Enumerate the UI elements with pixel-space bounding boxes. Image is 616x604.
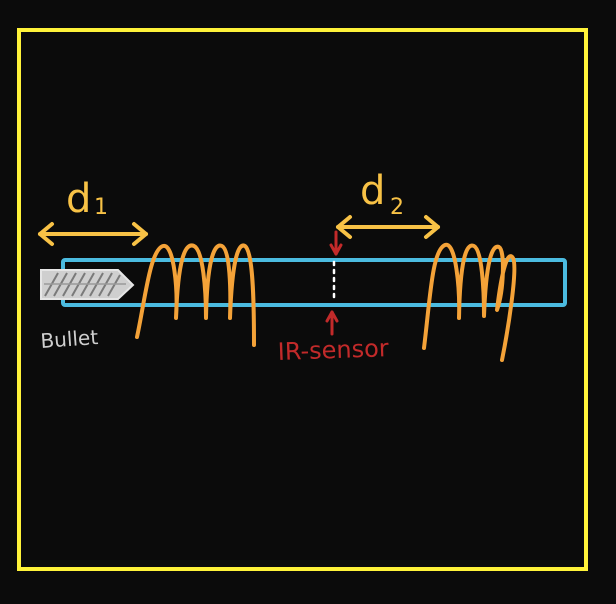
- bullet: [40, 269, 135, 300]
- d1-dimension-arrow: [38, 222, 148, 246]
- diagram-frame: [17, 28, 588, 571]
- ir-sensor-label: IR-sensor: [277, 334, 389, 366]
- d2-dimension-arrow: [336, 215, 440, 239]
- d1-subscript: 1: [94, 195, 108, 220]
- coil-1: [135, 243, 256, 347]
- ir-sensor-top-arrow: [329, 230, 343, 256]
- d1-label: d: [66, 176, 91, 222]
- bullet-label: Bullet: [40, 325, 99, 353]
- ir-sensor-bottom-arrow: [325, 310, 339, 336]
- d2-label: d: [360, 168, 385, 214]
- d2-subscript: 2: [390, 195, 404, 220]
- coil-2: [422, 242, 517, 362]
